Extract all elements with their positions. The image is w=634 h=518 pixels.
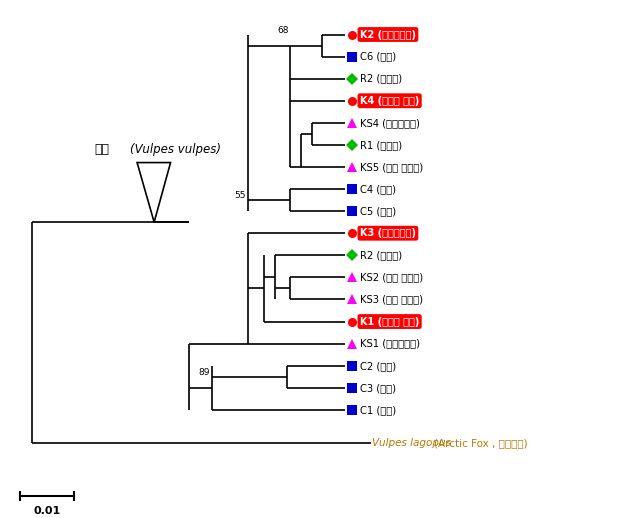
- Text: K2 (한국산추정): K2 (한국산추정): [360, 30, 416, 39]
- Text: C4 (중국): C4 (중국): [360, 184, 396, 194]
- Text: 여우: 여우: [95, 143, 110, 156]
- Text: KS2 (서울 대공원): KS2 (서울 대공원): [360, 272, 423, 282]
- Text: C5 (중국): C5 (중국): [360, 206, 396, 216]
- Text: KS4 (서울대공원): KS4 (서울대공원): [360, 118, 420, 128]
- Text: KS3 (서울 대공원): KS3 (서울 대공원): [360, 294, 423, 305]
- Text: K3 (한국산추정): K3 (한국산추정): [360, 228, 416, 238]
- Text: (Arctic Fox , 북극여우): (Arctic Fox , 북극여우): [434, 438, 527, 448]
- Text: K1 (한국산 추정): K1 (한국산 추정): [360, 316, 419, 326]
- Text: K4 (한국산 추정): K4 (한국산 추정): [360, 96, 419, 106]
- Text: R1 (러시아): R1 (러시아): [360, 140, 402, 150]
- Text: C6 (중국): C6 (중국): [360, 52, 396, 62]
- Text: Vulpes lagopus: Vulpes lagopus: [372, 438, 451, 448]
- Text: C3 (중국): C3 (중국): [360, 383, 396, 393]
- Text: R2 (러시아): R2 (러시아): [360, 74, 402, 84]
- Text: 89: 89: [199, 368, 210, 377]
- Text: KS1 (서울대공원): KS1 (서울대공원): [360, 339, 420, 349]
- Text: R2 (러시아): R2 (러시아): [360, 250, 402, 261]
- Text: 68: 68: [277, 25, 288, 35]
- Text: (Vulpes vulpes): (Vulpes vulpes): [129, 143, 221, 156]
- Text: 0.01: 0.01: [34, 506, 61, 516]
- Text: KS5 (서울 대공원): KS5 (서울 대공원): [360, 162, 423, 172]
- Text: C1 (중국): C1 (중국): [360, 405, 396, 415]
- Text: 55: 55: [234, 191, 245, 200]
- Text: C2 (중국): C2 (중국): [360, 361, 396, 371]
